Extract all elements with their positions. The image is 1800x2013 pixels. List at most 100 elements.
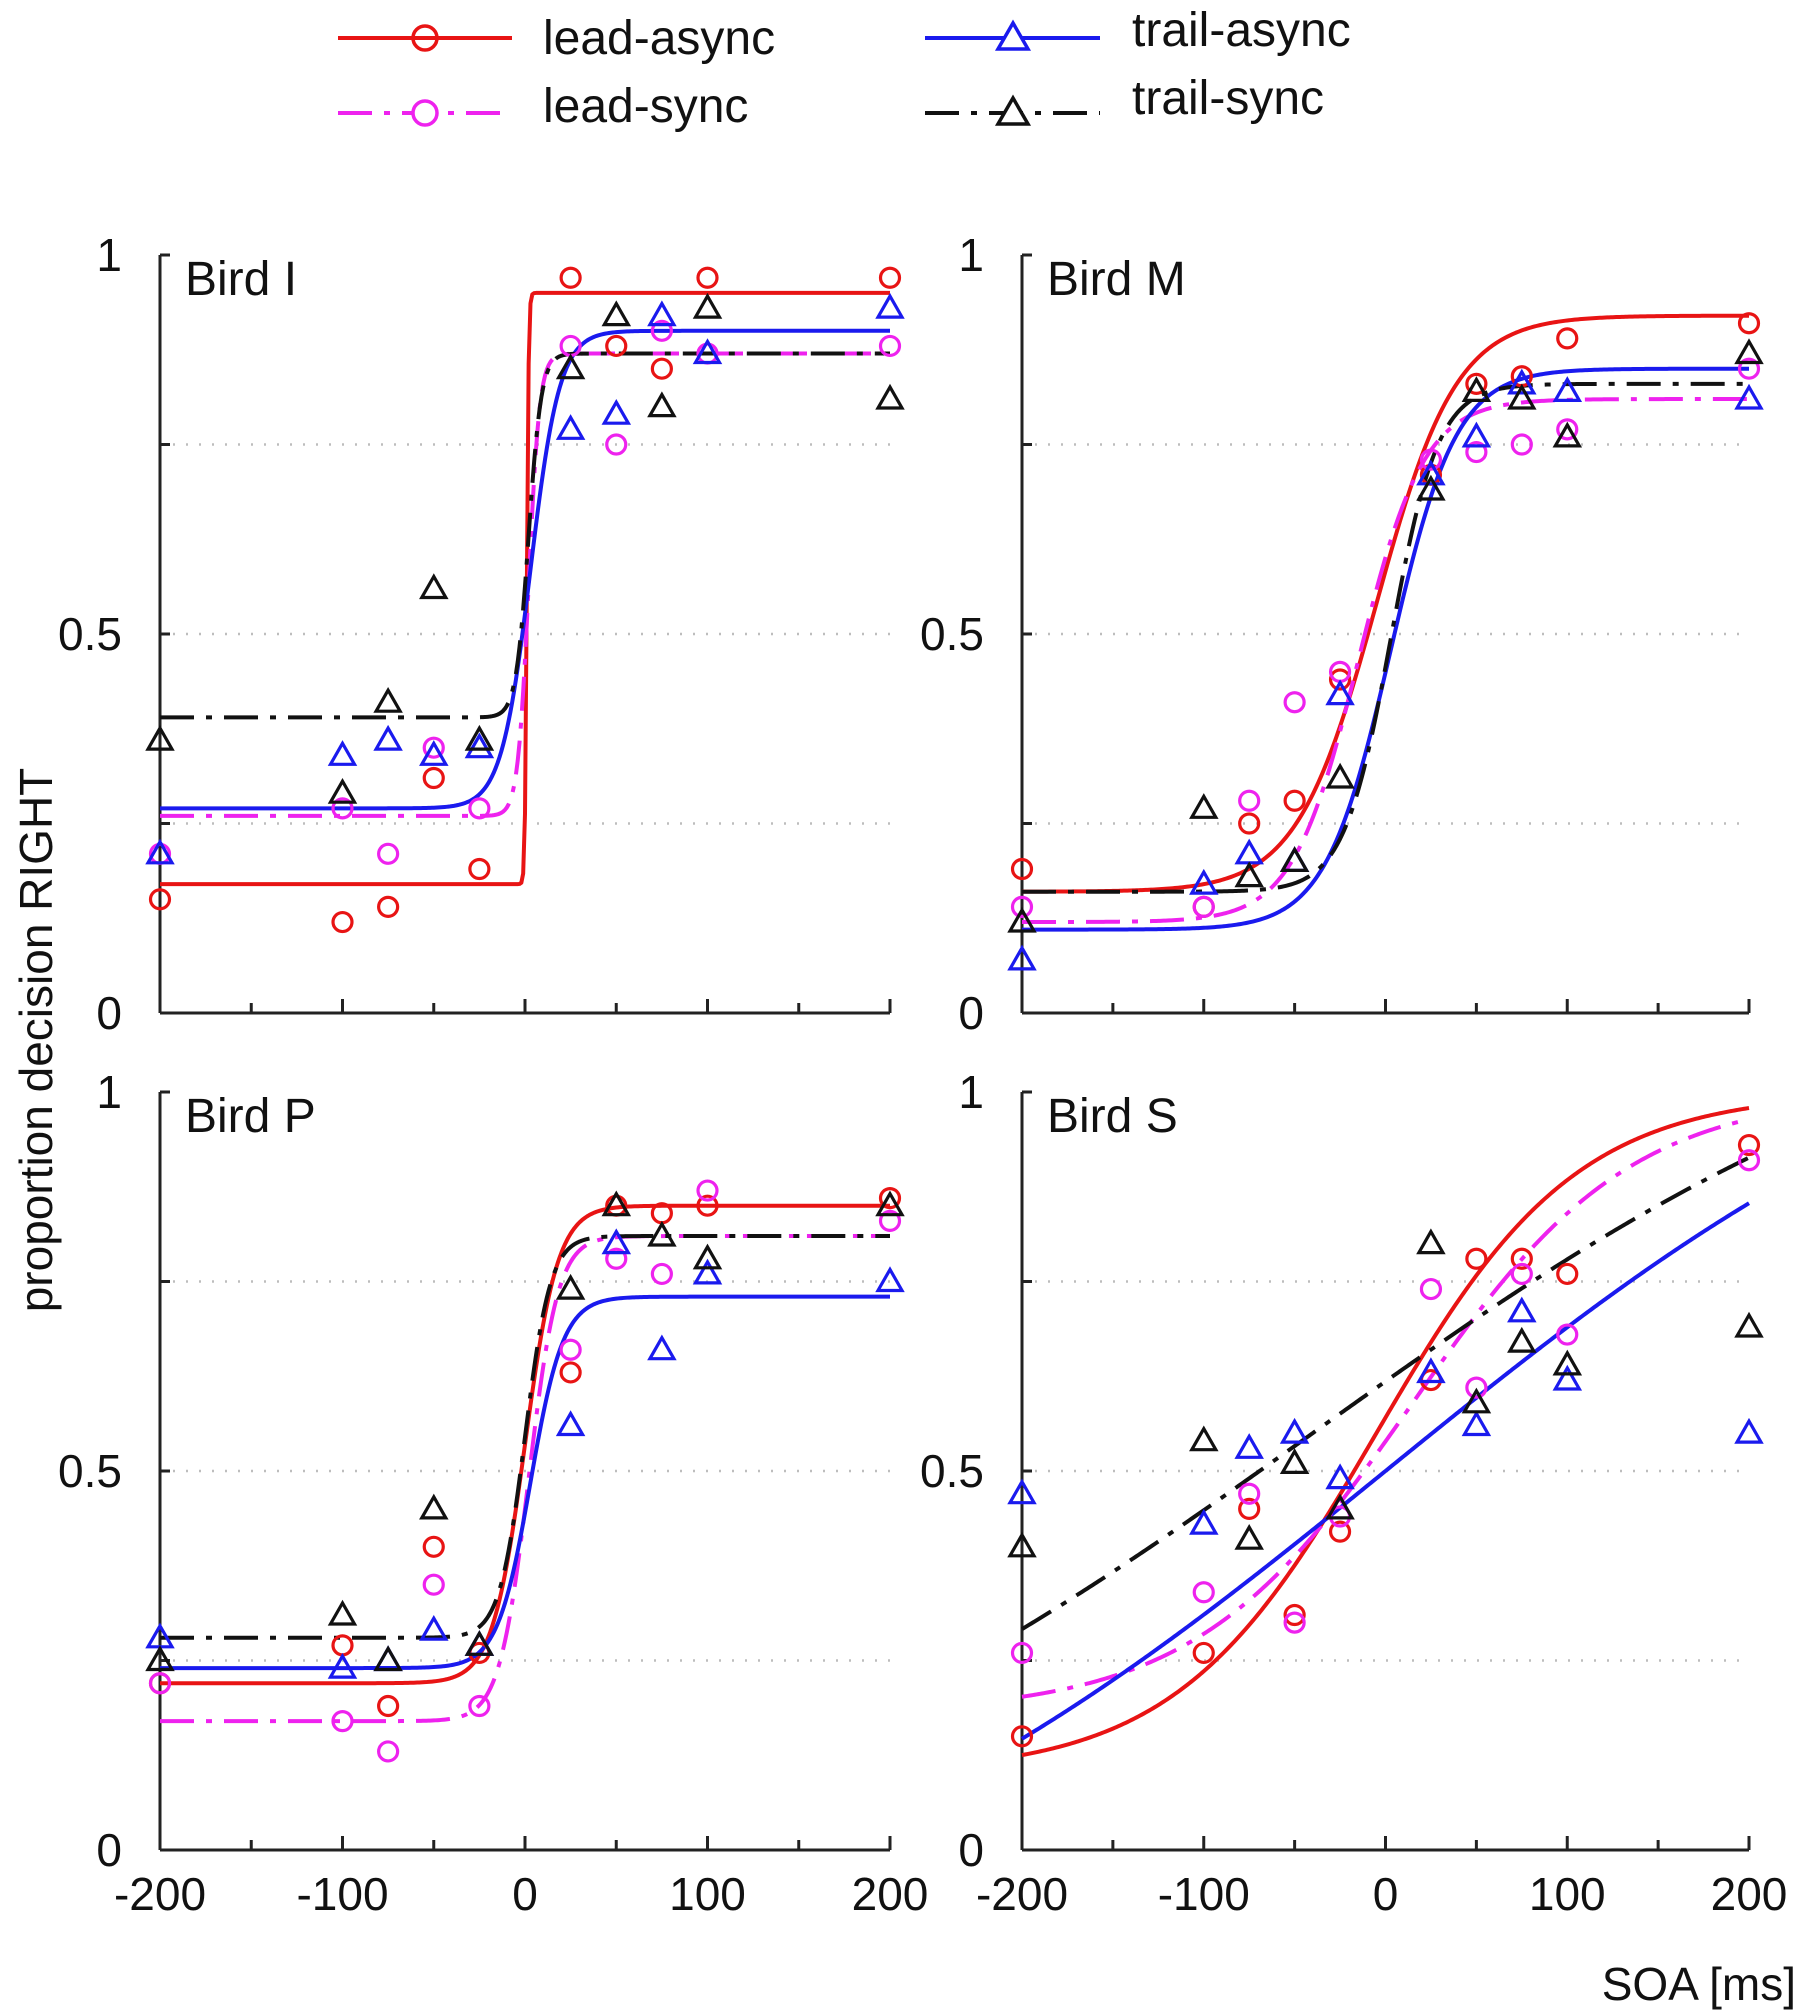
bird-p-point-trail-async — [647, 1334, 677, 1361]
legend-label-trail-sync: trail-sync — [1132, 72, 1324, 125]
bird-m-point-lead-sync — [1556, 418, 1579, 441]
bird-m-point-lead-async — [1010, 857, 1034, 881]
bird-p-y-tick-label: 0 — [96, 1824, 122, 1876]
bird-p-point-lead-sync — [878, 1209, 902, 1232]
bird-s-point-trail-async — [1007, 1478, 1037, 1505]
bird-i-title: Bird I — [185, 253, 297, 306]
bird-s-point-lead-async — [1556, 1262, 1579, 1286]
bird-m-y-tick-label: 0 — [958, 987, 984, 1039]
bird-s-point-lead-sync — [1419, 1277, 1443, 1301]
bird-m-point-lead-async — [1283, 789, 1306, 812]
bird-p-point-trail-sync — [647, 1220, 677, 1247]
bird-i-point-trail-sync — [464, 724, 495, 751]
bird-p-point-lead-sync — [605, 1247, 628, 1270]
bird-m-fit-trail-sync — [1021, 381, 1750, 894]
bird-s-point-lead-sync — [1238, 1482, 1261, 1505]
bird-i-point-trail-sync — [692, 292, 723, 319]
bird-i-point-lead-sync — [878, 334, 902, 358]
bird-i-point-lead-sync — [468, 797, 491, 820]
bird-s-fit-lead-sync — [1021, 1117, 1750, 1699]
bird-p-point-trail-async — [692, 1258, 723, 1285]
bird-s-point-lead-sync — [1465, 1376, 1488, 1399]
bird-i-y-tick-label: 0 — [96, 987, 122, 1039]
bird-m-point-trail-async — [1007, 944, 1037, 971]
bird-p-point-lead-async — [696, 1194, 719, 1217]
bird-m-point-lead-async — [1328, 668, 1352, 691]
bird-s-x-tick-label: -100 — [1158, 1868, 1250, 1920]
bird-s-y-tick-label: 0.5 — [920, 1445, 984, 1497]
bird-p-point-lead-sync — [331, 1710, 354, 1733]
bird-p-fit-trail-sync — [159, 1234, 891, 1640]
bird-i-point-lead-async — [650, 357, 673, 380]
bird-i-point-lead-sync — [422, 736, 445, 759]
bird-s-point-lead-async — [1010, 1725, 1034, 1748]
bird-m-point-trail-async — [1461, 421, 1492, 448]
bird-p-fit-lead-sync — [159, 1234, 891, 1724]
bird-i-point-lead-sync — [650, 319, 673, 342]
legend-label-lead-sync: lead-sync — [543, 80, 748, 133]
bird-p-point-trail-sync — [875, 1190, 905, 1217]
bird-m-point-trail-async — [1552, 376, 1583, 402]
bird-i-point-trail-sync — [647, 391, 677, 418]
bird-s-y-tick-label: 0 — [958, 1824, 984, 1876]
bird-s-point-trail-sync — [1007, 1531, 1037, 1558]
bird-s-point-trail-async — [1416, 1357, 1446, 1384]
bird-i-fit-trail-async — [159, 328, 891, 811]
bird-p-y-tick-label: 1 — [96, 1066, 122, 1118]
bird-s-point-trail-async — [1234, 1433, 1264, 1459]
bird-m-fit-trail-async — [1021, 366, 1750, 932]
bird-m-point-trail-async — [1325, 679, 1355, 706]
bird-i-point-trail-async — [464, 732, 495, 759]
bird-p-x-tick-label: 100 — [669, 1868, 746, 1920]
bird-m-point-trail-sync — [1279, 846, 1310, 873]
bird-p-point-lead-async — [377, 1694, 400, 1718]
bird-p-fit-trail-async — [159, 1294, 891, 1671]
bird-m-point-trail-sync — [1189, 793, 1219, 819]
bird-p-point-lead-sync — [148, 1672, 172, 1695]
bird-m-point-trail-sync — [1416, 474, 1446, 501]
bird-m-point-trail-async — [1189, 868, 1219, 895]
bird-s-point-trail-sync — [1189, 1425, 1219, 1452]
bird-i-point-lead-async — [422, 766, 445, 790]
bird-i-point-trail-sync — [145, 724, 175, 751]
bird-s-fit-trail-async — [1020, 1201, 1751, 1741]
bird-p-point-trail-sync — [555, 1273, 586, 1300]
bird-i-fit-lead-sync — [159, 351, 891, 818]
bird-p-x-tick-label: 200 — [852, 1868, 929, 1920]
bird-m-point-trail-async — [1234, 838, 1264, 865]
bird-s-point-trail-sync — [1279, 1448, 1310, 1475]
bird-s-point-lead-sync — [1192, 1581, 1215, 1604]
bird-p-point-trail-async — [419, 1614, 449, 1641]
panel-bird-s: 0 0.5 1 -200 -100 0 100 200 Bird S — [920, 1066, 1787, 1920]
bird-s-title: Bird S — [1047, 1090, 1178, 1143]
bird-i-point-lead-async — [878, 266, 902, 289]
bird-p-point-lead-sync — [650, 1262, 673, 1286]
bird-s-point-lead-sync — [1737, 1149, 1761, 1172]
bird-p-point-trail-sync — [327, 1599, 358, 1626]
legend-item-trail-sync: trail-sync — [925, 72, 1324, 126]
bird-p-point-trail-sync — [145, 1645, 175, 1672]
legend-item-lead-async: lead-async — [338, 12, 775, 65]
bird-m-point-trail-async — [1507, 368, 1537, 395]
bird-i-point-lead-async — [605, 334, 628, 358]
bird-m-y-tick-label: 0.5 — [920, 608, 984, 660]
bird-p-point-lead-async — [878, 1187, 902, 1210]
bird-s-point-trail-sync — [1734, 1311, 1764, 1338]
bird-s-point-lead-async — [1328, 1520, 1352, 1543]
bird-s-fit-trail-sync — [1020, 1155, 1750, 1631]
bird-s-point-trail-async — [1507, 1296, 1537, 1323]
bird-i-point-trail-sync — [555, 353, 586, 380]
bird-p-point-trail-sync — [464, 1630, 495, 1656]
bird-m-fit-lead-async — [1021, 313, 1750, 894]
bird-p-point-trail-async — [601, 1228, 632, 1255]
bird-m-point-lead-async — [1556, 327, 1579, 350]
bird-i-point-trail-async — [145, 838, 175, 865]
legend-label-trail-async: trail-async — [1132, 4, 1351, 57]
bird-p-point-lead-sync — [422, 1573, 445, 1596]
bird-m-fit-lead-sync — [1021, 397, 1750, 925]
bird-i-point-trail-async — [555, 414, 586, 440]
bird-i-point-lead-async — [468, 857, 491, 881]
bird-s-point-trail-async — [1734, 1417, 1764, 1444]
bird-p-point-trail-async — [875, 1266, 905, 1293]
bird-s-point-lead-sync — [1010, 1641, 1034, 1665]
